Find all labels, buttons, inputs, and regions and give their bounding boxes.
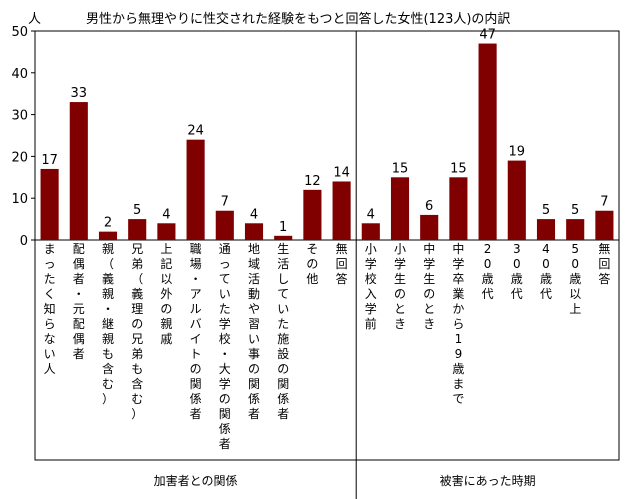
y-tick-label: 0: [20, 234, 28, 249]
data-label: 5: [542, 203, 550, 218]
bar: [332, 181, 351, 240]
bar: [69, 102, 88, 240]
data-label: 5: [133, 203, 141, 218]
bar: [244, 223, 264, 240]
bar: [536, 219, 556, 240]
data-label: 7: [600, 195, 608, 210]
category-label: 3 0 歳代: [511, 242, 523, 301]
category-label: 職場・アルバイトの関係者: [190, 242, 202, 421]
category-label: 上記以外の親戚: [160, 242, 172, 346]
bar: [507, 160, 526, 240]
category-label: 親（義親・継親も含む）: [102, 242, 114, 406]
data-label: 19: [509, 145, 526, 160]
category-label: 通っていた学校・大学の関係者: [219, 242, 231, 451]
data-label: 15: [392, 161, 409, 176]
y-tick-label: 10: [11, 192, 28, 207]
bar: [566, 219, 585, 240]
bar: [478, 43, 497, 240]
data-label: 5: [571, 203, 579, 218]
bar: [361, 223, 380, 240]
bar: [303, 189, 322, 240]
y-tick-label: 40: [11, 67, 28, 82]
data-label: 2: [104, 216, 112, 231]
data-label: 47: [479, 28, 496, 43]
bar: [595, 210, 614, 240]
category-label: 小学生のとき: [394, 242, 406, 331]
group-label: 加害者との関係: [154, 473, 238, 488]
data-label: 24: [187, 124, 204, 139]
category-label: 2 0 歳代: [482, 242, 494, 301]
data-label: 33: [71, 86, 88, 101]
data-label: 17: [41, 153, 58, 168]
category-label: 中学生のとき: [423, 241, 435, 331]
bar: [186, 139, 205, 240]
category-label: 5 0 歳以上: [569, 242, 581, 316]
bar: [390, 177, 410, 240]
bar: [128, 219, 147, 240]
bar: [215, 210, 234, 240]
bar: [449, 177, 468, 240]
category-label: その他: [306, 242, 318, 286]
category-label: まったく知らない人: [44, 242, 56, 376]
data-label: 14: [333, 165, 350, 180]
category-label: 4 0 歳代: [540, 242, 552, 301]
plot-frame: [34, 30, 620, 461]
y-tick-label: 20: [11, 150, 28, 165]
y-tick-label: 30: [11, 109, 28, 124]
category-label: 生活していた施設の関係者: [277, 242, 289, 421]
category-label: 中学卒業から 1 9 歳まで: [452, 241, 464, 406]
data-label: 7: [221, 195, 229, 210]
data-label: 4: [162, 207, 170, 222]
category-label: 小学校入学前: [365, 242, 377, 331]
bar: [98, 231, 118, 240]
data-label: 12: [304, 174, 321, 189]
category-label: 無回答: [598, 241, 610, 286]
group-label: 被害にあった時期: [440, 473, 536, 488]
category-label: 無回答: [336, 241, 348, 286]
category-label: 兄弟（義理の兄弟も含む）: [131, 242, 143, 421]
data-label: 4: [367, 207, 375, 222]
y-tick-label: 50: [11, 25, 28, 40]
data-label: 1: [279, 220, 287, 235]
data-label: 6: [425, 199, 433, 214]
category-label: 地域活動や習い事の関係者: [248, 242, 260, 421]
chart-title: 男性から無理やりに性交された経験をもつと回答した女性(123人)の内訳: [86, 12, 511, 27]
bar: [40, 168, 59, 240]
category-label: 配偶者・元配偶者: [73, 242, 85, 361]
bar: [420, 214, 439, 240]
bar: [274, 235, 293, 240]
bar: [157, 223, 176, 240]
y-axis-unit-label: 人: [28, 12, 42, 27]
data-label: 15: [450, 161, 467, 176]
data-label: 4: [250, 207, 258, 222]
